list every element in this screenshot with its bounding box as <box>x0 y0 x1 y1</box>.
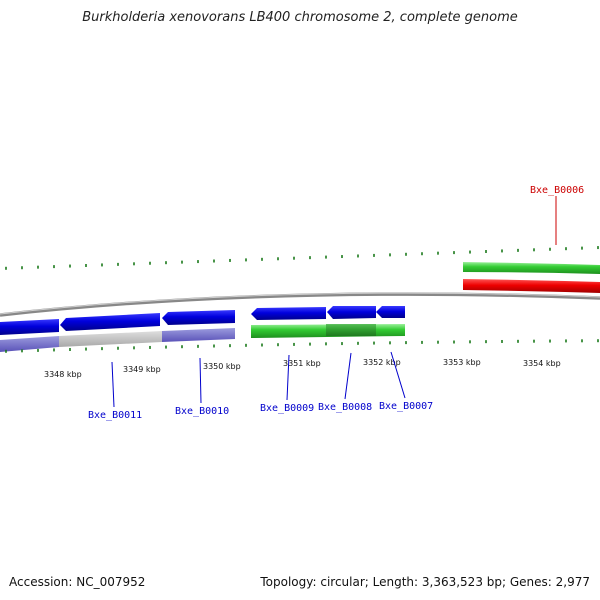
gene-label-b0011[interactable]: Bxe_B0011 <box>88 410 142 421</box>
tick-label-3354: 3354 kbp <box>523 359 561 368</box>
tick-label-3352: 3352 kbp <box>363 358 401 367</box>
label-leaders <box>111 196 557 408</box>
tick-label-3349: 3349 kbp <box>123 365 161 374</box>
leader-b0007 <box>390 351 406 399</box>
leader-b0011 <box>111 361 115 408</box>
feature-band-dark-green[interactable] <box>326 324 376 336</box>
tick-label-3351: 3351 kbp <box>283 359 321 368</box>
feature-band-grey[interactable] <box>59 331 162 347</box>
accession-text: Accession: NC_007952 <box>9 575 146 589</box>
gene-b0009-arrow[interactable] <box>251 307 326 320</box>
map-title: Burkholderia xenovorans LB400 chromosome… <box>82 10 518 25</box>
feature-band-purple-left[interactable] <box>0 336 59 352</box>
gene-label-b0008[interactable]: Bxe_B0008 <box>318 402 372 413</box>
kbp-labels: 3348 kbp 3349 kbp 3350 kbp 3351 kbp 3352… <box>44 358 561 379</box>
gene-b0007-arrow[interactable] <box>376 306 405 318</box>
feature-band-purple-right[interactable] <box>162 328 235 342</box>
gene-b0010b-arrow[interactable] <box>162 310 235 325</box>
genome-summary-text: Topology: circular; Length: 3,363,523 bp… <box>260 575 590 589</box>
gene-b0011-arrow[interactable] <box>0 319 59 335</box>
gene-b0008-arrow[interactable] <box>327 306 376 319</box>
upper-tick-row <box>5 246 599 270</box>
lower-tick-row <box>5 339 599 353</box>
genome-backbone <box>0 292 600 317</box>
gene-label-b0007[interactable]: Bxe_B0007 <box>379 401 433 412</box>
tick-label-3353: 3353 kbp <box>443 358 481 367</box>
gene-label-b0009[interactable]: Bxe_B0009 <box>260 403 314 414</box>
gene-b0006-red-band[interactable] <box>463 279 600 293</box>
backbone-highlight <box>0 292 600 315</box>
gene-label-b0010[interactable]: Bxe_B0010 <box>175 406 229 417</box>
gene-label-b0006[interactable]: Bxe_B0006 <box>530 185 584 196</box>
gene-b0006-green-band[interactable] <box>463 262 600 274</box>
gene-b0010-arrow[interactable] <box>60 313 160 331</box>
tick-label-3350: 3350 kbp <box>203 362 241 371</box>
tick-label-3348: 3348 kbp <box>44 370 82 379</box>
leader-b0009 <box>286 354 290 401</box>
leader-b0010 <box>199 357 202 404</box>
leader-b0008 <box>344 352 352 400</box>
